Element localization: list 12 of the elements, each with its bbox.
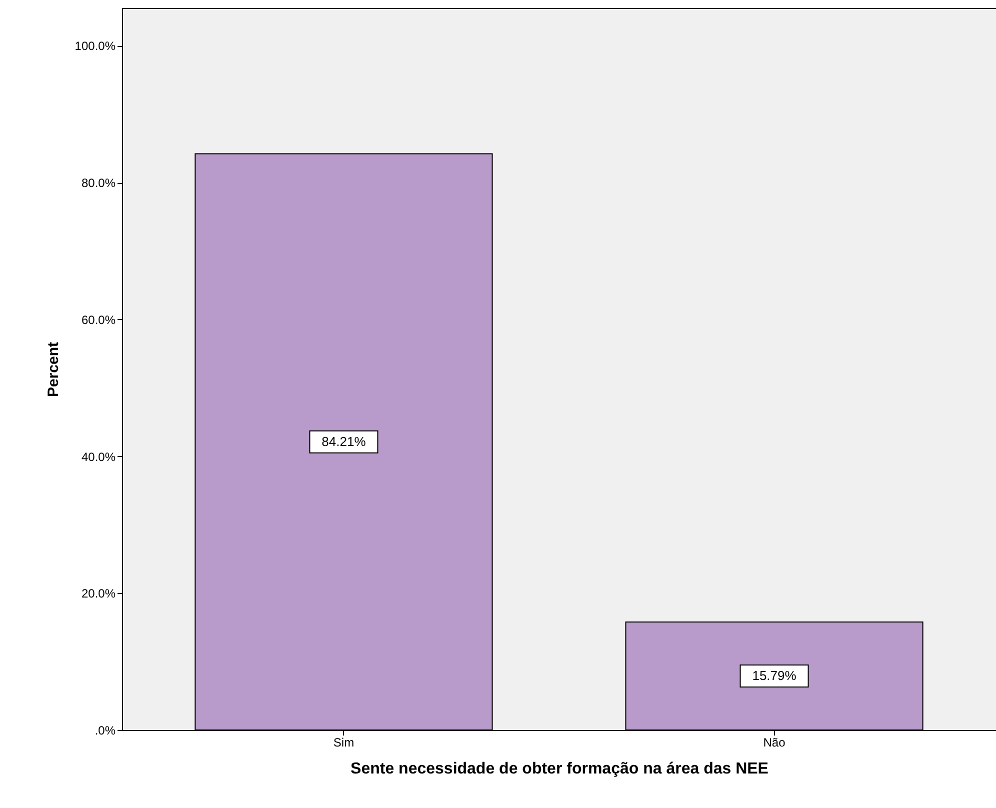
y-tick-label: 60.0% <box>81 312 116 327</box>
y-tick-label: 100.0% <box>74 39 116 54</box>
y-tick-label: .0% <box>94 724 116 738</box>
x-axis-title: Sente necessidade de obter formação na área das NEE <box>350 760 769 778</box>
y-tick-label: 80.0% <box>81 176 116 190</box>
y-tick-label: 20.0% <box>81 586 116 601</box>
x-tick-label: Não <box>763 736 786 750</box>
x-tick-label: Sim <box>333 736 354 750</box>
data-label: 84.21% <box>322 434 366 449</box>
y-tick-label: 40.0% <box>81 450 116 464</box>
y-axis-title: Percent <box>44 342 62 398</box>
data-label: 15.79% <box>752 668 797 683</box>
